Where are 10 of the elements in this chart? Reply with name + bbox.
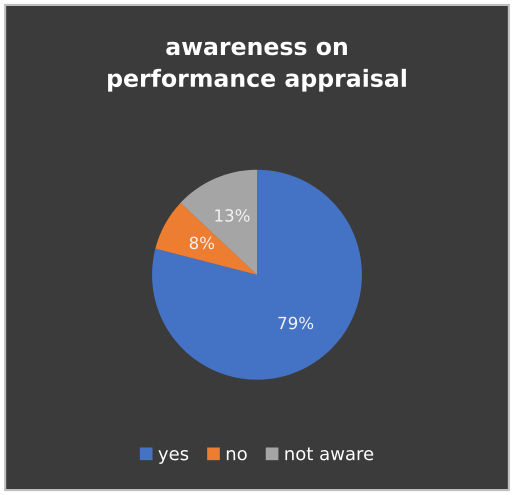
pie-slice <box>180 170 257 275</box>
legend-label: no <box>226 450 247 460</box>
pie-slice <box>155 202 257 275</box>
data-label: 79% <box>278 316 314 330</box>
data-label: 13% <box>215 209 250 222</box>
pie-slice <box>152 170 362 380</box>
legend-label: not aware <box>285 447 374 460</box>
legend-label: yes <box>158 450 188 464</box>
data-label: 8% <box>190 236 214 250</box>
chart-title: awareness on performance appraisal <box>108 42 406 92</box>
